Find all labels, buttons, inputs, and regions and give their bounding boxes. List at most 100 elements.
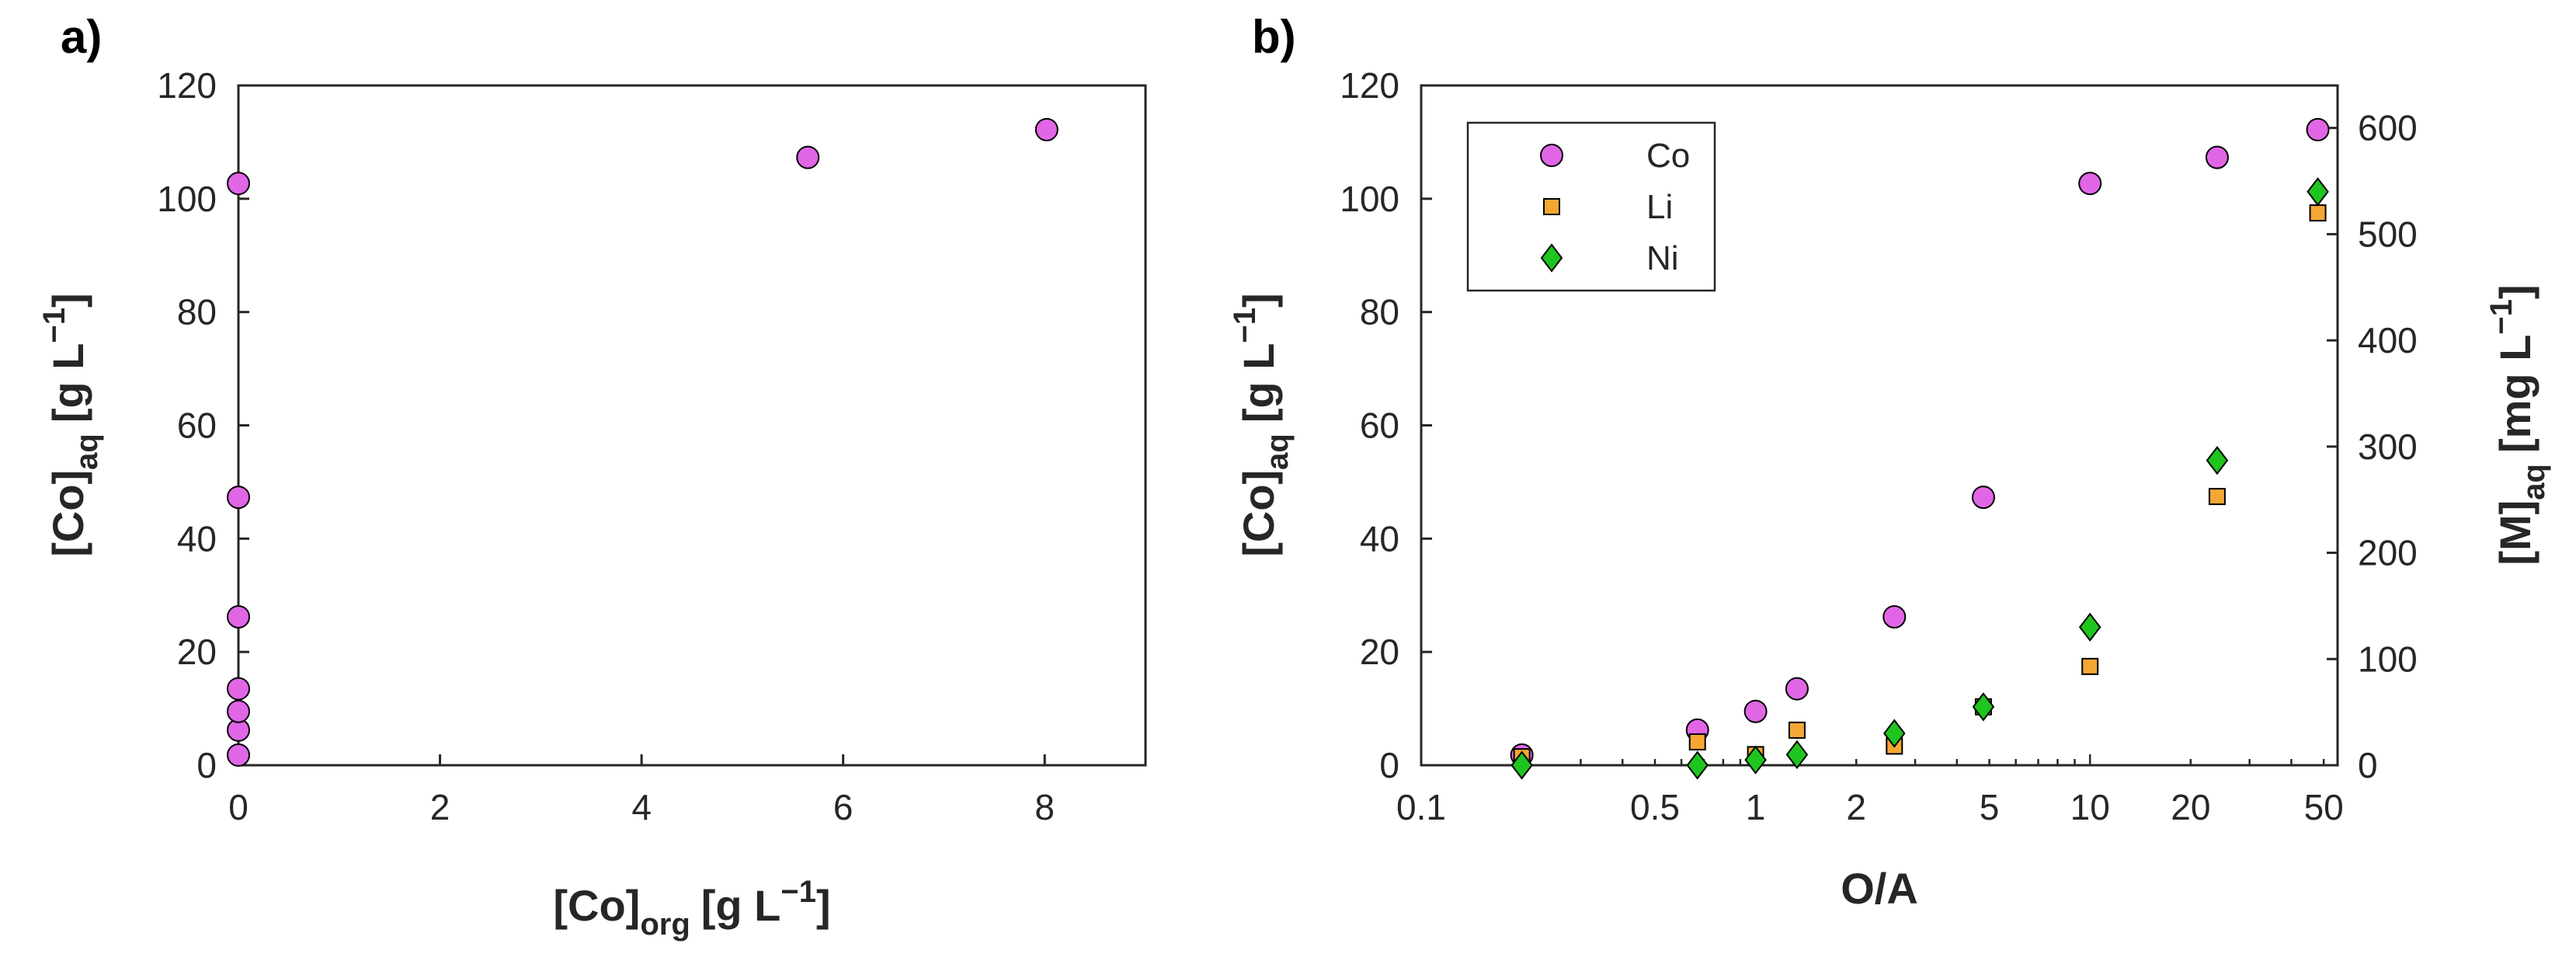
panel-b-xtick-label: 50	[2304, 787, 2344, 827]
panel-b-ytick-label: 0	[1379, 745, 1399, 785]
panel-b-y2label-main: [M]	[2491, 500, 2539, 566]
panel-b-y2tick-label: 100	[2358, 639, 2418, 679]
panel-b-x-axis-label: O/A	[1841, 864, 1918, 913]
legend-label-li: Li	[1646, 188, 1673, 226]
panel-b-point-co	[1785, 677, 1809, 701]
legend-label-ni: Ni	[1646, 239, 1679, 277]
panel-a-point	[227, 677, 250, 701]
panel-a-xlabel-main: [Co]	[553, 881, 640, 930]
panel-b-point-ni	[1883, 719, 1906, 748]
panel-a-point	[227, 699, 250, 723]
panel-b-ylabel-main: [Co]	[1234, 470, 1283, 557]
panel-b-y2label-close: ]	[2491, 284, 2539, 299]
legend-marker-li	[1543, 198, 1560, 215]
panel-a-ytick-label: 40	[177, 518, 217, 559]
panel-b-xtick-label: 10	[2070, 787, 2110, 827]
panel-a-ytick-label: 80	[177, 292, 217, 333]
panel-a-xlabel-sub: org	[640, 907, 690, 942]
panel-a-xtick-label: 2	[430, 787, 450, 827]
panel-a-xlabel-unit: [g L	[701, 881, 781, 930]
panel-a-point	[1034, 117, 1059, 141]
panel-a-markers	[227, 117, 1059, 767]
panel-a-ylabel-exp: −1	[37, 308, 71, 343]
panel-b-ylabel-unit: [g L	[1234, 343, 1283, 423]
panel-a-point	[227, 486, 250, 510]
panel-b-point-li	[2309, 204, 2327, 222]
panel-b-point-ni	[1785, 740, 1809, 769]
legend-marker-co	[1540, 144, 1563, 167]
panel-b: b) 02040608010012001002003004005006000.1…	[1228, 11, 2551, 913]
panel-b-plot-frame	[1420, 84, 2339, 767]
panel-a-xtick-label: 6	[833, 787, 853, 827]
legend-marker-ni	[1540, 243, 1563, 273]
panel-b-point-co	[1743, 699, 1768, 723]
panel-b-point-co	[2205, 145, 2229, 169]
panel-b-y-axis-label: [Co]aq [g L−1]	[1228, 293, 1295, 557]
panel-a-point	[227, 743, 250, 767]
panel-a-point	[227, 172, 250, 196]
panel-a-y-axis-label: [Co]aq [g L−1]	[37, 293, 104, 557]
panel-b-point-li	[2081, 657, 2099, 675]
panel-a-xtick-label: 0	[228, 787, 249, 827]
panel-b-y2tick-label: 500	[2358, 214, 2418, 254]
panel-a-ytick-label: 20	[177, 632, 217, 672]
panel-b-ytick-label: 60	[1360, 406, 1399, 446]
panel-a-plot-frame	[237, 84, 1147, 767]
panel-a-ytick-label: 100	[157, 179, 217, 219]
panel-b-ylabel-sub: aq	[1260, 434, 1295, 470]
panel-b-point-co	[1882, 604, 1907, 629]
panel-a-xtick-label: 4	[631, 787, 652, 827]
panel-b-label: b)	[1252, 11, 1296, 63]
panel-b-ytick-label: 80	[1360, 292, 1399, 333]
panel-b-point-co	[2078, 172, 2102, 196]
panel-b-xtick-label: 20	[2171, 787, 2210, 827]
panel-b-y2label-sub: aq	[2517, 464, 2551, 500]
panel-b-ytick-label: 20	[1360, 632, 1399, 672]
panel-a-ylabel-unit: [g L	[43, 343, 92, 423]
panel-b-y2-axis-label: [M]aq [mg L−1]	[2484, 284, 2551, 565]
panel-b-point-co	[1971, 486, 1995, 510]
panel-b-legend: Co Li Ni	[1466, 121, 1716, 292]
panel-b-xtick-label: 1	[1746, 787, 1766, 827]
panel-b-y2label-unit: [mg L	[2491, 335, 2539, 453]
panel-b-y2tick-label: 400	[2358, 320, 2418, 360]
panel-a-label: a)	[61, 11, 102, 63]
panel-b-point-ni	[1510, 750, 1533, 780]
panel-a-xlabel-close: ]	[816, 881, 831, 930]
panel-b-point-li	[2208, 488, 2226, 506]
panel-a-xtick-label: 8	[1034, 787, 1055, 827]
panel-b-y2tick-label: 200	[2358, 533, 2418, 573]
panel-b-point-ni	[2078, 612, 2101, 642]
panel-b-point-li	[1788, 721, 1806, 739]
panel-a-xlabel-exp: −1	[780, 875, 816, 909]
panel-a-ytick-label: 60	[177, 406, 217, 446]
panel-a-ylabel-close: ]	[43, 293, 92, 308]
panel-a-axes: 0 20 40 60 80 100 120 0 2 4 6 8	[157, 65, 1055, 827]
panel-b-ytick-label: 120	[1340, 65, 1399, 106]
panel-b-point-ni	[1744, 745, 1767, 775]
panel-a-ylabel-main: [Co]	[43, 470, 92, 557]
panel-b-xtick-label: 2	[1846, 787, 1866, 827]
panel-b-point-co	[2306, 117, 2330, 141]
panel-b-y2tick-label: 0	[2358, 745, 2378, 785]
legend-box	[1466, 121, 1716, 292]
panel-a-ylabel-sub: aq	[70, 434, 104, 470]
panel-a-ytick-label: 120	[157, 65, 217, 106]
panel-a-point	[796, 145, 820, 169]
panel-b-y2tick-label: 600	[2358, 108, 2418, 148]
panel-b-ytick-label: 40	[1360, 518, 1399, 559]
panel-b-point-ni	[2206, 445, 2229, 475]
panel-b-point-ni	[1972, 692, 1995, 722]
panel-b-y2tick-label: 300	[2358, 427, 2418, 467]
panel-a-x-axis-label: [Co]org [g L−1]	[553, 875, 830, 942]
legend-items: Co Li Ni	[1540, 137, 1690, 277]
panel-b-ylabel-close: ]	[1234, 293, 1283, 308]
panel-a-ytick-label: 0	[196, 745, 217, 785]
panel-b-xtick-label: 0.5	[1630, 787, 1680, 827]
panel-b-xtick-label: 5	[1980, 787, 2000, 827]
panel-b-xtick-label: 0.1	[1396, 787, 1446, 827]
panel-b-ylabel-exp: −1	[1228, 308, 1262, 343]
